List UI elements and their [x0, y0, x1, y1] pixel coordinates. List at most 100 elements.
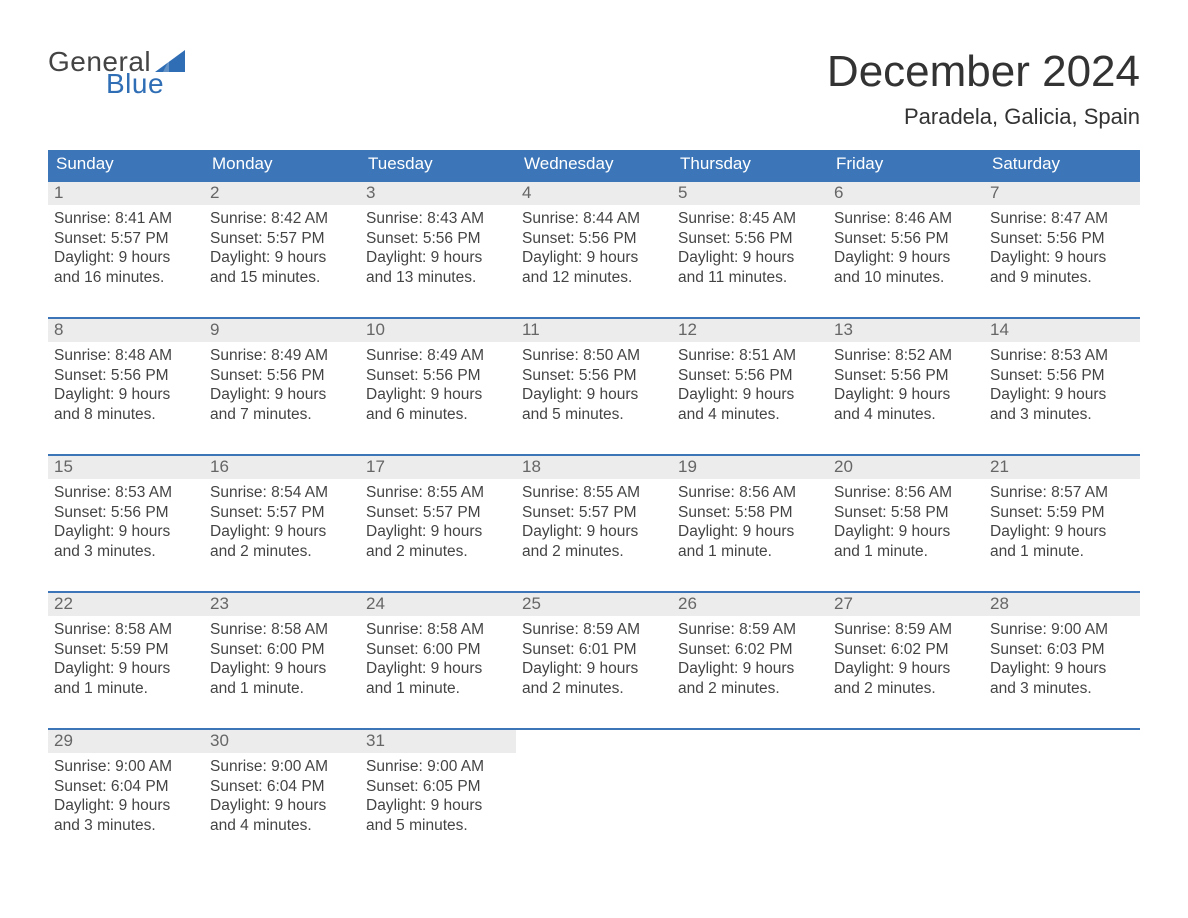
day-cell: 15Sunrise: 8:53 AMSunset: 5:56 PMDayligh…	[48, 456, 204, 575]
sunset-line: Sunset: 6:00 PM	[366, 640, 510, 659]
week-row: 1Sunrise: 8:41 AMSunset: 5:57 PMDaylight…	[48, 180, 1140, 301]
day-cell: 3Sunrise: 8:43 AMSunset: 5:56 PMDaylight…	[360, 182, 516, 301]
day-body: Sunrise: 8:52 AMSunset: 5:56 PMDaylight:…	[828, 342, 984, 438]
day-number: 15	[48, 456, 204, 479]
daylight-line: Daylight: 9 hours and 1 minute.	[366, 659, 510, 698]
day-cell: 14Sunrise: 8:53 AMSunset: 5:56 PMDayligh…	[984, 319, 1140, 438]
day-cell: 9Sunrise: 8:49 AMSunset: 5:56 PMDaylight…	[204, 319, 360, 438]
daylight-line: Daylight: 9 hours and 3 minutes.	[54, 796, 198, 835]
title-block: December 2024 Paradela, Galicia, Spain	[827, 48, 1140, 130]
daylight-line: Daylight: 9 hours and 1 minute.	[54, 659, 198, 698]
sunrise-line: Sunrise: 8:48 AM	[54, 346, 198, 365]
daylight-line: Daylight: 9 hours and 3 minutes.	[54, 522, 198, 561]
day-body: Sunrise: 8:58 AMSunset: 6:00 PMDaylight:…	[204, 616, 360, 712]
location: Paradela, Galicia, Spain	[827, 104, 1140, 130]
day-number: 27	[828, 593, 984, 616]
day-cell: 26Sunrise: 8:59 AMSunset: 6:02 PMDayligh…	[672, 593, 828, 712]
day-body: Sunrise: 8:43 AMSunset: 5:56 PMDaylight:…	[360, 205, 516, 301]
daylight-line: Daylight: 9 hours and 1 minute.	[990, 522, 1134, 561]
sunrise-line: Sunrise: 8:51 AM	[678, 346, 822, 365]
daylight-line: Daylight: 9 hours and 2 minutes.	[210, 522, 354, 561]
day-cell: 30Sunrise: 9:00 AMSunset: 6:04 PMDayligh…	[204, 730, 360, 849]
day-body: Sunrise: 9:00 AMSunset: 6:04 PMDaylight:…	[204, 753, 360, 849]
day-cell: 16Sunrise: 8:54 AMSunset: 5:57 PMDayligh…	[204, 456, 360, 575]
daylight-line: Daylight: 9 hours and 11 minutes.	[678, 248, 822, 287]
day-cell: 4Sunrise: 8:44 AMSunset: 5:56 PMDaylight…	[516, 182, 672, 301]
header-row: General Blue December 2024 Paradela, Gal…	[48, 48, 1140, 130]
day-number: 12	[672, 319, 828, 342]
day-body: Sunrise: 8:47 AMSunset: 5:56 PMDaylight:…	[984, 205, 1140, 301]
page: General Blue December 2024 Paradela, Gal…	[0, 0, 1188, 849]
sunrise-line: Sunrise: 8:59 AM	[678, 620, 822, 639]
sunrise-line: Sunrise: 8:53 AM	[54, 483, 198, 502]
day-number: 25	[516, 593, 672, 616]
day-number: 31	[360, 730, 516, 753]
day-cell: 12Sunrise: 8:51 AMSunset: 5:56 PMDayligh…	[672, 319, 828, 438]
day-cell: 8Sunrise: 8:48 AMSunset: 5:56 PMDaylight…	[48, 319, 204, 438]
sunset-line: Sunset: 5:56 PM	[210, 366, 354, 385]
day-number: 11	[516, 319, 672, 342]
day-cell: 20Sunrise: 8:56 AMSunset: 5:58 PMDayligh…	[828, 456, 984, 575]
day-body: Sunrise: 8:53 AMSunset: 5:56 PMDaylight:…	[984, 342, 1140, 438]
daylight-line: Daylight: 9 hours and 1 minute.	[834, 522, 978, 561]
day-cell: 17Sunrise: 8:55 AMSunset: 5:57 PMDayligh…	[360, 456, 516, 575]
sunset-line: Sunset: 6:00 PM	[210, 640, 354, 659]
daylight-line: Daylight: 9 hours and 2 minutes.	[366, 522, 510, 561]
sunrise-line: Sunrise: 8:44 AM	[522, 209, 666, 228]
day-body: Sunrise: 8:48 AMSunset: 5:56 PMDaylight:…	[48, 342, 204, 438]
sunrise-line: Sunrise: 8:50 AM	[522, 346, 666, 365]
day-body: Sunrise: 8:41 AMSunset: 5:57 PMDaylight:…	[48, 205, 204, 301]
day-cell: 5 Sunrise: 8:45 AMSunset: 5:56 PMDaylight…	[672, 182, 828, 301]
day-body: Sunrise: 8:56 AMSunset: 5:58 PMDaylight:…	[672, 479, 828, 575]
daylight-line: Daylight: 9 hours and 16 minutes.	[54, 248, 198, 287]
sunset-line: Sunset: 5:56 PM	[678, 229, 822, 248]
day-cell: 6Sunrise: 8:46 AMSunset: 5:56 PMDaylight…	[828, 182, 984, 301]
logo-text-blue: Blue	[106, 70, 185, 98]
weekday-thursday: Thursday	[672, 150, 828, 180]
day-cell: 2Sunrise: 8:42 AMSunset: 5:57 PMDaylight…	[204, 182, 360, 301]
sunset-line: Sunset: 5:56 PM	[834, 366, 978, 385]
sunrise-line: Sunrise: 8:53 AM	[990, 346, 1134, 365]
day-number: 6	[828, 182, 984, 205]
daylight-line: Daylight: 9 hours and 1 minute.	[678, 522, 822, 561]
sunset-line: Sunset: 5:59 PM	[990, 503, 1134, 522]
sunset-line: Sunset: 6:01 PM	[522, 640, 666, 659]
day-body: Sunrise: 8:55 AMSunset: 5:57 PMDaylight:…	[516, 479, 672, 575]
sunrise-line: Sunrise: 8:46 AM	[834, 209, 978, 228]
day-number: 20	[828, 456, 984, 479]
weekday-monday: Monday	[204, 150, 360, 180]
sunset-line: Sunset: 5:56 PM	[366, 366, 510, 385]
daylight-line: Daylight: 9 hours and 2 minutes.	[834, 659, 978, 698]
sunset-line: Sunset: 5:57 PM	[210, 229, 354, 248]
day-number: 9	[204, 319, 360, 342]
sunrise-line: Sunrise: 9:00 AM	[990, 620, 1134, 639]
sunset-line: Sunset: 6:04 PM	[54, 777, 198, 796]
weekday-wednesday: Wednesday	[516, 150, 672, 180]
sunrise-line: Sunrise: 8:56 AM	[834, 483, 978, 502]
day-number: 4	[516, 182, 672, 205]
day-body: Sunrise: 8:46 AMSunset: 5:56 PMDaylight:…	[828, 205, 984, 301]
sunset-line: Sunset: 6:02 PM	[678, 640, 822, 659]
sunrise-line: Sunrise: 8:45 AM	[678, 209, 822, 228]
day-number: 8	[48, 319, 204, 342]
sunrise-line: Sunrise: 8:58 AM	[366, 620, 510, 639]
day-number: 10	[360, 319, 516, 342]
day-body: Sunrise: 9:00 AMSunset: 6:05 PMDaylight:…	[360, 753, 516, 849]
sunset-line: Sunset: 6:04 PM	[210, 777, 354, 796]
day-cell: 25Sunrise: 8:59 AMSunset: 6:01 PMDayligh…	[516, 593, 672, 712]
day-cell: 22Sunrise: 8:58 AMSunset: 5:59 PMDayligh…	[48, 593, 204, 712]
day-cell: 29Sunrise: 9:00 AMSunset: 6:04 PMDayligh…	[48, 730, 204, 849]
sunrise-line: Sunrise: 8:49 AM	[210, 346, 354, 365]
sunrise-line: Sunrise: 8:52 AM	[834, 346, 978, 365]
day-cell	[828, 730, 984, 849]
day-cell: 7Sunrise: 8:47 AMSunset: 5:56 PMDaylight…	[984, 182, 1140, 301]
sunset-line: Sunset: 5:56 PM	[54, 366, 198, 385]
sunrise-line: Sunrise: 8:58 AM	[210, 620, 354, 639]
day-number: 5	[672, 182, 828, 205]
day-number: 28	[984, 593, 1140, 616]
weekday-friday: Friday	[828, 150, 984, 180]
week-row: 15Sunrise: 8:53 AMSunset: 5:56 PMDayligh…	[48, 454, 1140, 575]
day-cell: 13Sunrise: 8:52 AMSunset: 5:56 PMDayligh…	[828, 319, 984, 438]
sunset-line: Sunset: 5:58 PM	[678, 503, 822, 522]
daylight-line: Daylight: 9 hours and 6 minutes.	[366, 385, 510, 424]
